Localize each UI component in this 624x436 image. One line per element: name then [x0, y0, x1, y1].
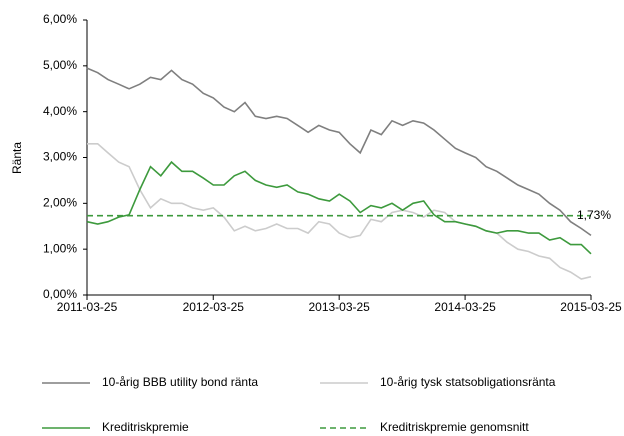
y-tick-label: 5,00%: [43, 58, 77, 72]
legend-label: Kreditriskpremie genomsnitt: [380, 420, 529, 434]
average-label: 1,73%: [577, 208, 611, 222]
y-tick-label: 3,00%: [43, 150, 77, 164]
y-tick-label: 0,00%: [43, 287, 77, 301]
x-tick-label: 2011-03-25: [57, 300, 118, 314]
x-tick-label: 2015-03-25: [560, 300, 622, 314]
series-line: [86, 67, 592, 237]
y-tick-label: 1,00%: [43, 241, 77, 255]
legend-label: Kreditriskpremie: [102, 420, 189, 434]
x-tick-label: 2013-03-25: [308, 300, 370, 314]
legend-label: 10-årig BBB utility bond ränta: [102, 375, 258, 389]
y-axis-label: Ränta: [10, 142, 24, 174]
series-line: [87, 143, 592, 280]
y-tick-label: 6,00%: [43, 12, 77, 26]
x-tick-label: 2014-03-25: [434, 300, 496, 314]
legend-label: 10-årig tysk statsobligationsränta: [380, 375, 556, 389]
y-tick-label: 2,00%: [43, 196, 77, 210]
y-tick-label: 4,00%: [43, 104, 77, 118]
x-tick-label: 2012-03-25: [183, 300, 245, 314]
series-line: [86, 160, 592, 255]
